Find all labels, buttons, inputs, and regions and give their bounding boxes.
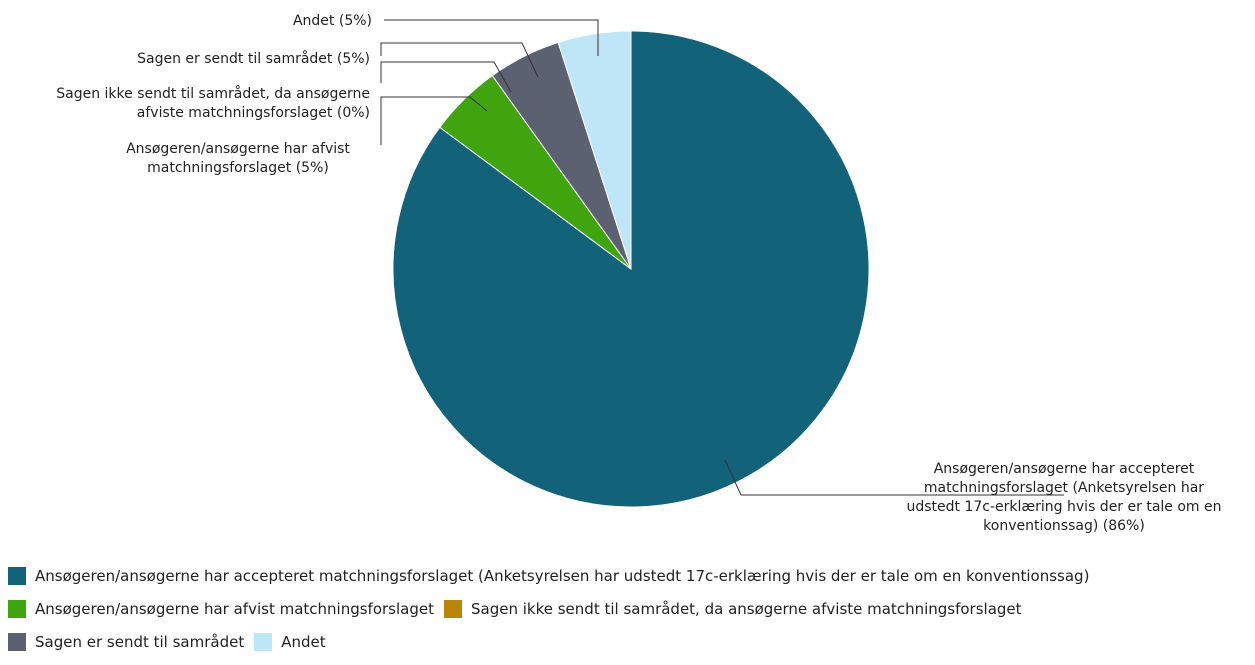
legend-swatch-accepted [8,567,26,585]
legend-row: Sagen er sendt til samrådet Andet [8,632,1248,652]
legend-label-other: Andet [281,633,326,651]
legend-item-not-sent[interactable]: Sagen ikke sendt til samrådet, da ansøge… [444,599,1022,619]
legend-row: Ansøgeren/ansøgerne har accepteret match… [8,566,1248,586]
data-label-line: Ansøgeren/ansøgerne har accepteret [934,461,1195,477]
data-label-line: konventionssag) (86%) [983,518,1145,534]
data-label-other: Andet (5%) [293,13,372,29]
leader-line-rejected [380,96,488,145]
legend-item-other[interactable]: Andet [254,632,326,652]
legend-label-not-sent: Sagen ikke sendt til samrådet, da ansøge… [471,600,1022,618]
legend-item-sent[interactable]: Sagen er sendt til samrådet [8,632,244,652]
pie-slices [392,30,870,508]
legend-label-accepted: Ansøgeren/ansøgerne har accepteret match… [35,567,1090,585]
leader-line-sent [380,42,539,78]
legend-swatch-sent [8,633,26,651]
leader-line-not-sent [380,61,512,93]
data-label-accepted: Ansøgeren/ansøgerne har accepteret matchn… [907,461,1222,534]
legend-label-sent: Sagen er sendt til samrådet [35,633,245,651]
legend-label-rejected: Ansøgeren/ansøgerne har afvist matchning… [35,600,434,618]
legend-item-accepted[interactable]: Ansøgeren/ansøgerne har accepteret match… [8,566,1089,586]
pie-chart: Ansøgeren/ansøgerne har accepteret matchn… [56,13,1221,534]
legend-item-rejected[interactable]: Ansøgeren/ansøgerne har afvist matchning… [8,599,434,619]
data-label-line: udstedt 17c-erklæring hvis der er tale o… [907,499,1222,515]
data-label-line: afviste matchningsforslaget (0%) [137,105,370,121]
data-label-sent: Sagen er sendt til samrådet (5%) [137,50,370,67]
data-label-line: Sagen ikke sendt til samrådet, da ansøge… [56,85,370,102]
leader-line-accepted [724,459,1064,496]
data-label-rejected: Ansøgeren/ansøgerne har afvist matchnings… [126,141,350,176]
legend-swatch-not-sent [444,600,462,618]
data-label-line: Sagen er sendt til samrådet (5%) [137,50,370,67]
pie-slice-other[interactable] [557,30,632,270]
data-label-line: Andet (5%) [293,13,372,29]
data-label-line: matchningsforslaget (Anketsyrelsen har [924,480,1204,496]
data-label-line: Ansøgeren/ansøgerne har afvist [126,141,350,157]
pie-slice-accepted[interactable] [392,30,870,508]
data-label-not-sent: Sagen ikke sendt til samrådet, da ansøge… [56,85,370,121]
data-label-line: matchningsforslaget (5%) [147,160,329,176]
leader-lines [380,19,1064,496]
legend-swatch-rejected [8,600,26,618]
legend: Ansøgeren/ansøgerne har accepteret match… [8,566,1248,665]
data-labels: Ansøgeren/ansøgerne har accepteret matchn… [56,13,1221,534]
legend-swatch-other [254,633,273,651]
legend-row: Ansøgeren/ansøgerne har afvist matchning… [8,599,1248,619]
leader-line-other [384,19,599,56]
